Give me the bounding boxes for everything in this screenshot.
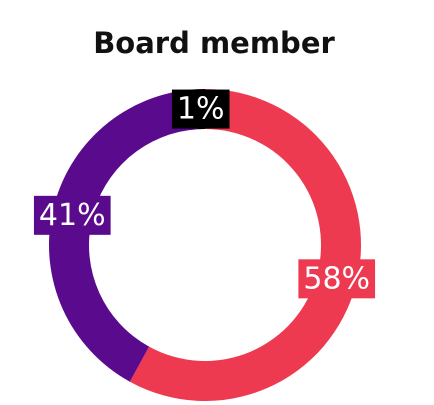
value-label: 41% [39, 198, 106, 233]
value-label: 58% [303, 261, 370, 296]
chart-title: Board member [93, 26, 335, 60]
value-label-box [298, 259, 376, 299]
value-label-box [33, 195, 111, 235]
donut-segment [49, 89, 198, 382]
donut-segment [129, 89, 361, 401]
value-label: 1% [177, 92, 225, 127]
value-label-box [171, 89, 230, 129]
